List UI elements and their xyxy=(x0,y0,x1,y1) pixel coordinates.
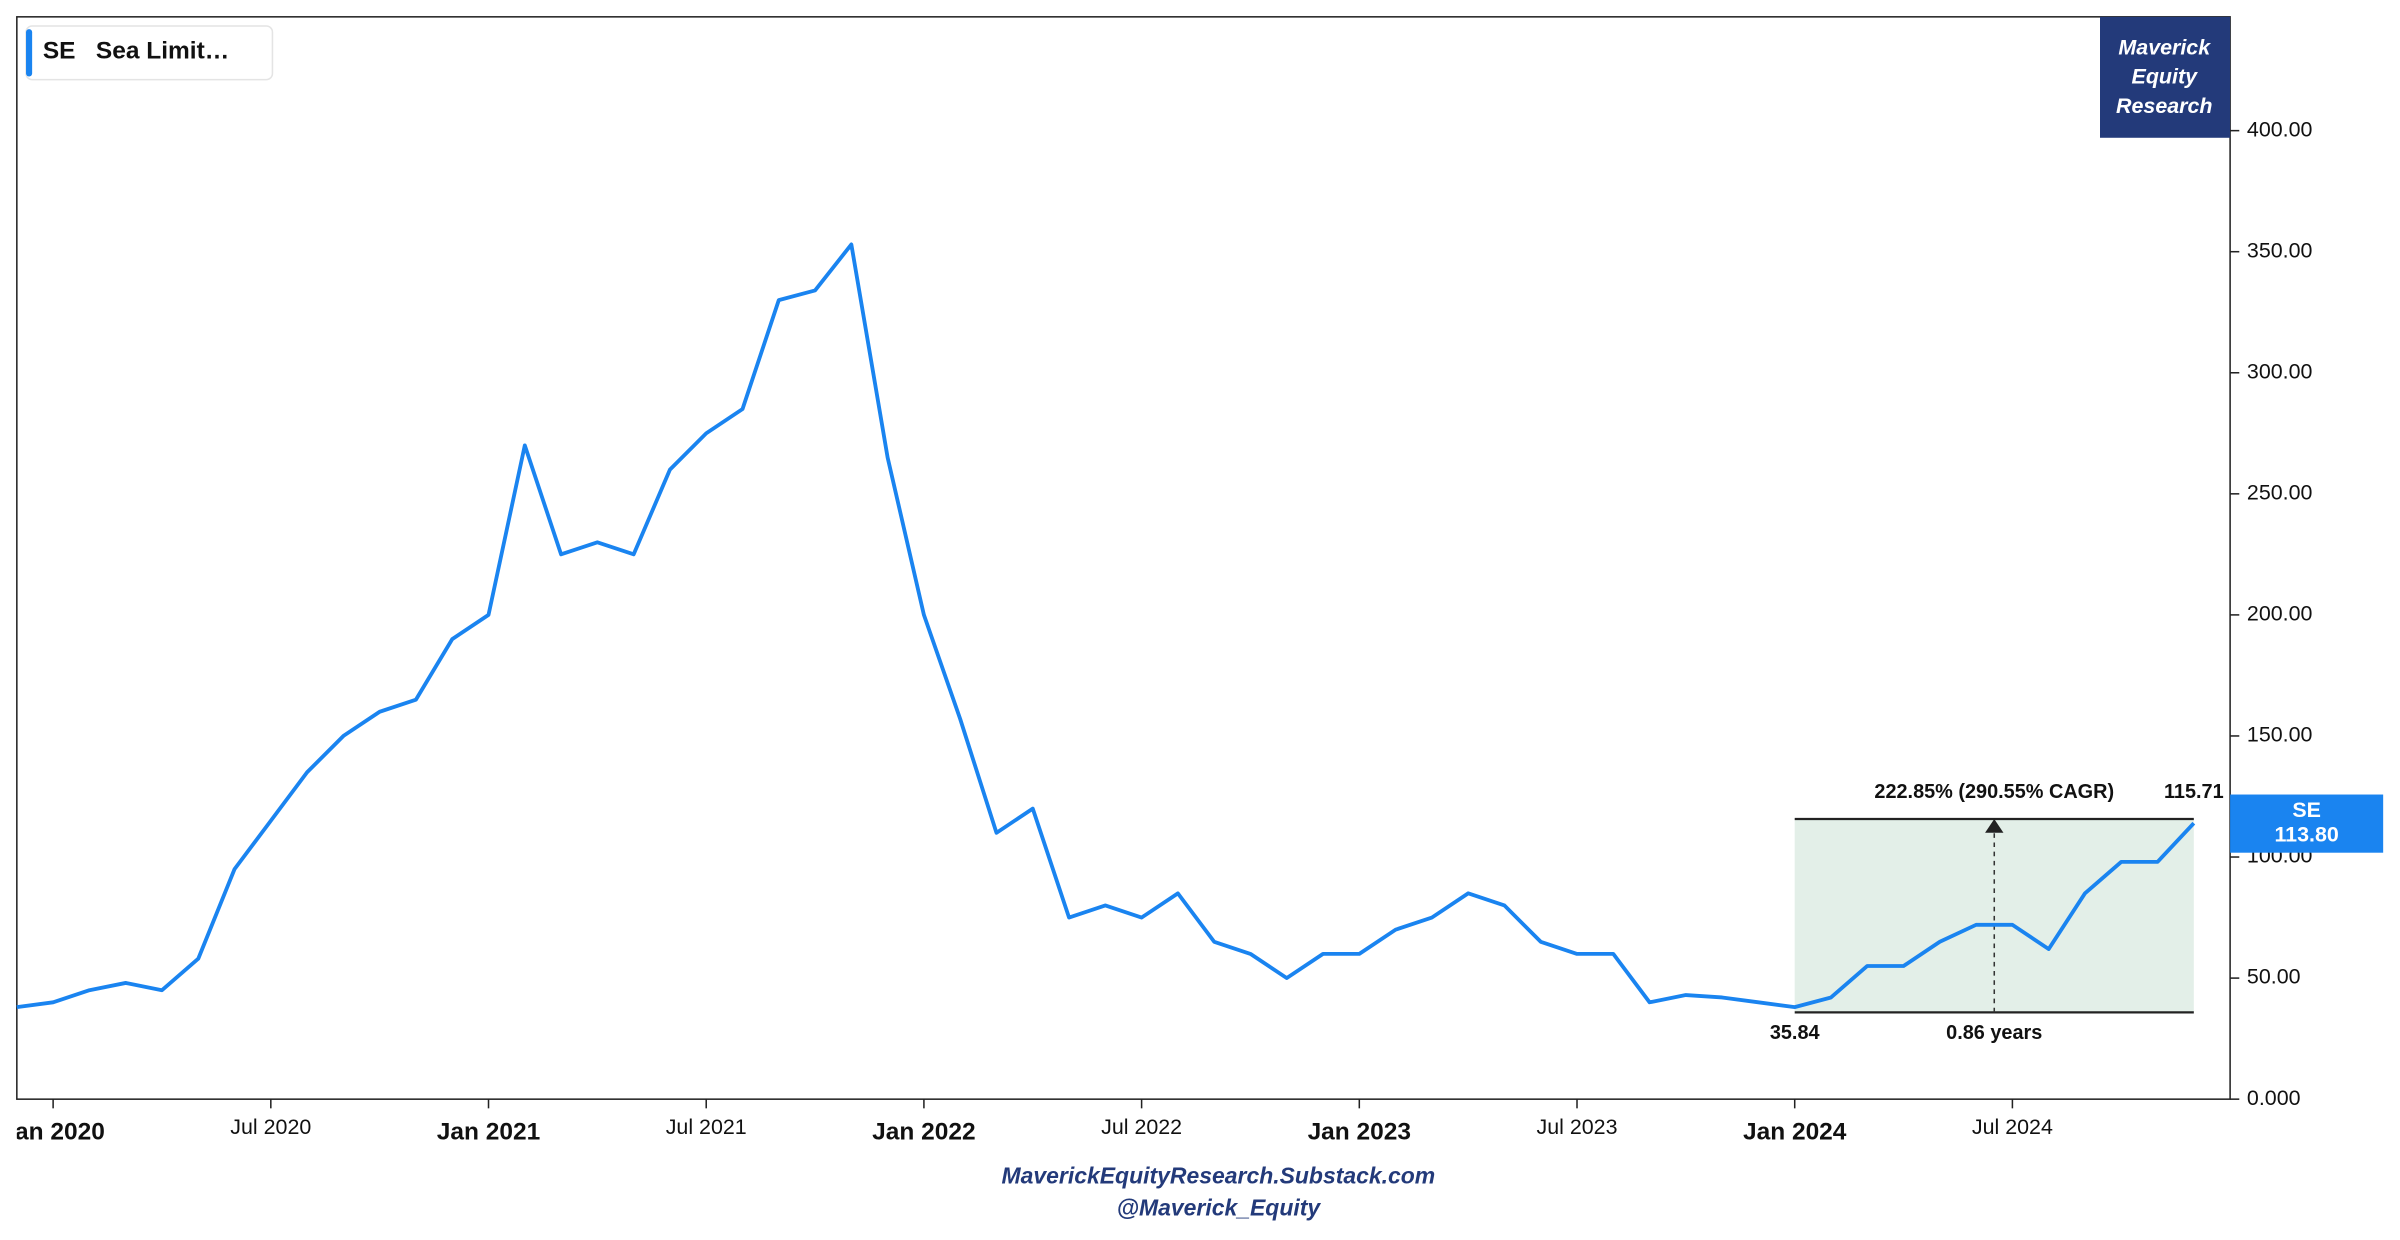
x-tick-label: Jul 2022 xyxy=(1101,1115,1182,1139)
y-tick-label: 150.00 xyxy=(2247,723,2313,747)
y-tick-label: 250.00 xyxy=(2247,480,2313,504)
measure-area xyxy=(1794,818,2194,1013)
measure-start-label: 35.84 xyxy=(1770,1022,1820,1044)
price-tag-name: SE xyxy=(2292,798,2321,822)
footer: MaverickEquityResearch.Substack.com xyxy=(1002,1162,1436,1188)
measure-change: 222.85% (290.55% CAGR) xyxy=(1874,781,2114,803)
x-tick-label: Jul 2021 xyxy=(666,1115,747,1139)
x-tick-label: Jan 2023 xyxy=(1308,1118,1411,1145)
x-tick-label: Jan 2024 xyxy=(1743,1118,1847,1145)
y-tick-label: 300.00 xyxy=(2247,359,2313,383)
y-tick-label: 0.000 xyxy=(2247,1086,2301,1110)
y-tick-label: 200.00 xyxy=(2247,602,2313,626)
legend-swatch xyxy=(26,29,33,77)
legend-label: SE Sea Limit… xyxy=(43,38,229,65)
y-tick-label: 50.00 xyxy=(2247,965,2301,989)
x-tick-label: Jan 2021 xyxy=(437,1118,540,1145)
price-line xyxy=(16,242,2196,1010)
measure-arrowhead xyxy=(1985,818,2004,833)
y-tick-label: 350.00 xyxy=(2247,238,2313,262)
y-tick-label: 400.00 xyxy=(2247,117,2313,141)
x-tick-label: Jul 2020 xyxy=(230,1115,311,1139)
measure-duration: 0.86 years xyxy=(1946,1022,2042,1044)
watermark-box xyxy=(2100,16,2231,138)
x-tick-label: Jul 2024 xyxy=(1972,1115,2053,1139)
watermark: Maverick xyxy=(2118,36,2211,60)
x-axis-labels: Jan 2020 Jul 2020 Jan 2021 Jul 2021 Jan 2022… xyxy=(1,1115,2053,1145)
x-tick-label: Jan 2022 xyxy=(872,1118,975,1145)
x-tick-label: Jan 2020 xyxy=(1,1118,104,1145)
measure-end-label: 115.71 xyxy=(2164,781,2224,803)
watermark: Research xyxy=(2116,94,2212,118)
footer: @Maverick_Equity xyxy=(1117,1194,1322,1220)
x-tick-label: Jul 2023 xyxy=(1537,1115,1618,1139)
plot-frame xyxy=(16,16,2231,1100)
price-tag xyxy=(2230,794,2384,853)
watermark: Equity xyxy=(2132,65,2199,89)
price-tag-value: 113.80 xyxy=(2274,823,2338,847)
